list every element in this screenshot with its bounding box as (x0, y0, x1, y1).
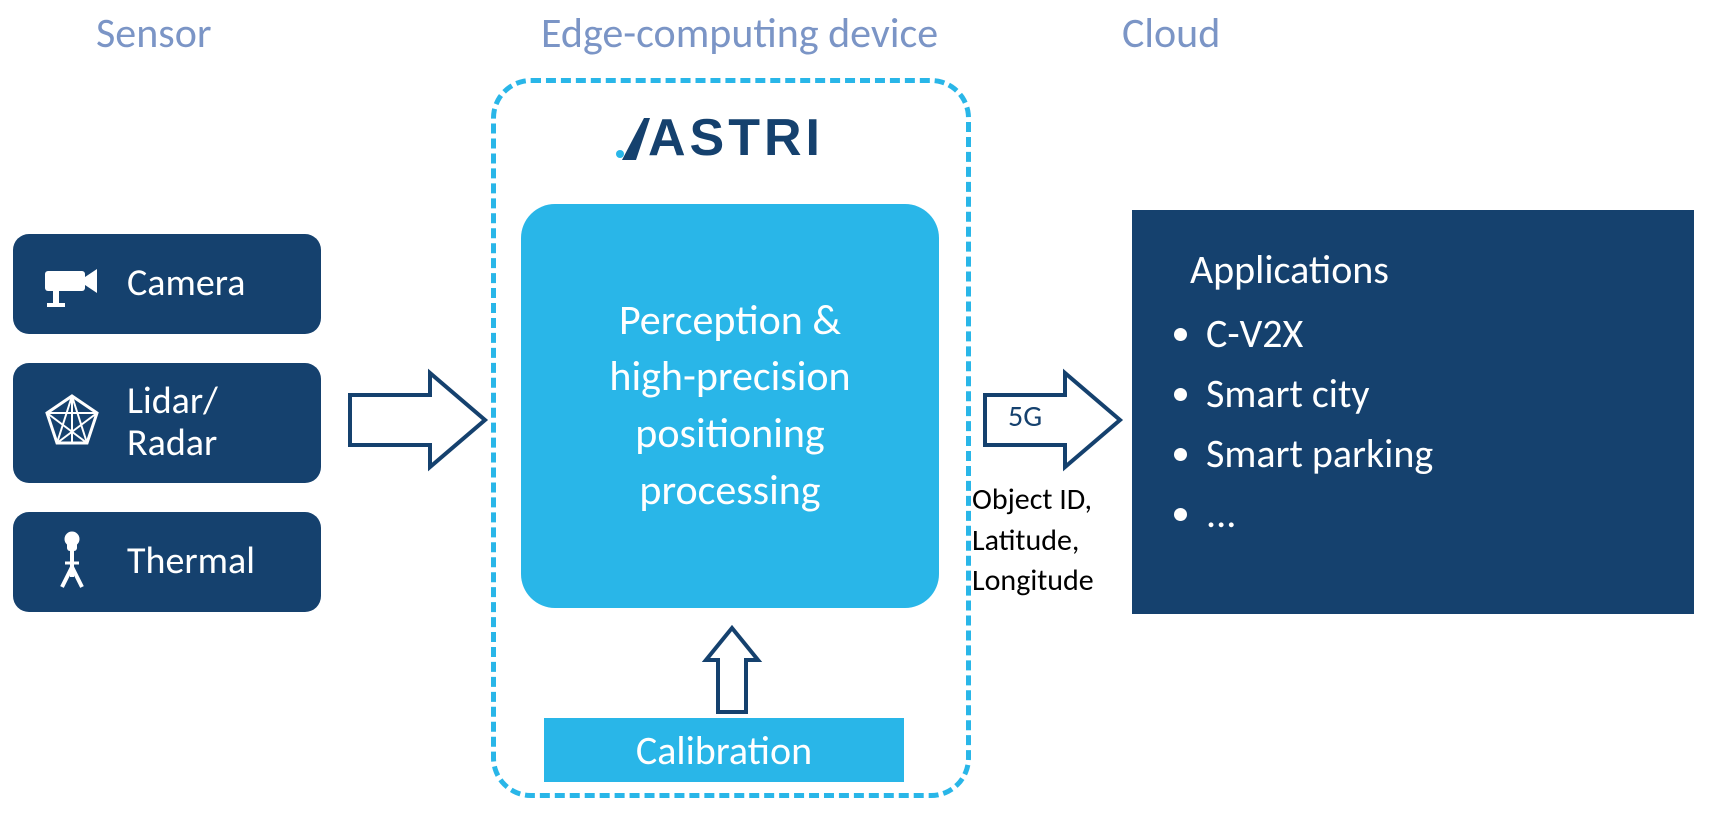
sensor-camera-label: Camera (127, 263, 245, 305)
cloud-title: Cloud (1122, 8, 1220, 59)
cloud-apps-list: C-V2X Smart city Smart parking ... (1166, 304, 1660, 544)
calibration-box: Calibration (544, 718, 904, 782)
calibration-label: Calibration (636, 726, 812, 775)
thermal-icon (37, 527, 107, 597)
arrow-sensors-to-edge (340, 365, 490, 480)
astri-logo-text: ASTRI (648, 108, 824, 168)
sensor-thermal: Thermal (13, 512, 321, 612)
output-label: Object ID, Latitude, Longitude (972, 480, 1094, 602)
sensor-lidar-label: Lidar/ Radar (127, 381, 218, 465)
cloud-applications: Applications C-V2X Smart city Smart park… (1132, 210, 1694, 614)
cloud-app-item: Smart parking (1206, 424, 1660, 484)
cloud-apps-title: Applications (1190, 240, 1660, 300)
sensor-camera: Camera (13, 234, 321, 334)
arrow-calibration-up (700, 622, 764, 719)
astri-logo: ASTRI (622, 108, 824, 168)
edge-title: Edge-computing device (541, 8, 938, 59)
sensor-title: Sensor (96, 8, 211, 59)
arrow-edge-to-cloud (975, 365, 1125, 480)
sensor-thermal-label: Thermal (127, 541, 255, 583)
cloud-app-item: C-V2X (1206, 304, 1660, 364)
camera-icon (37, 259, 107, 309)
processing-box: Perception & high-precision positioning … (521, 204, 939, 608)
arrow-5g-label: 5G (1008, 398, 1042, 435)
radar-icon (37, 388, 107, 458)
cloud-app-item: Smart city (1206, 364, 1660, 424)
sensor-lidar-radar: Lidar/ Radar (13, 363, 321, 483)
processing-text: Perception & high-precision positioning … (609, 293, 850, 520)
cloud-app-item: ... (1206, 484, 1660, 544)
